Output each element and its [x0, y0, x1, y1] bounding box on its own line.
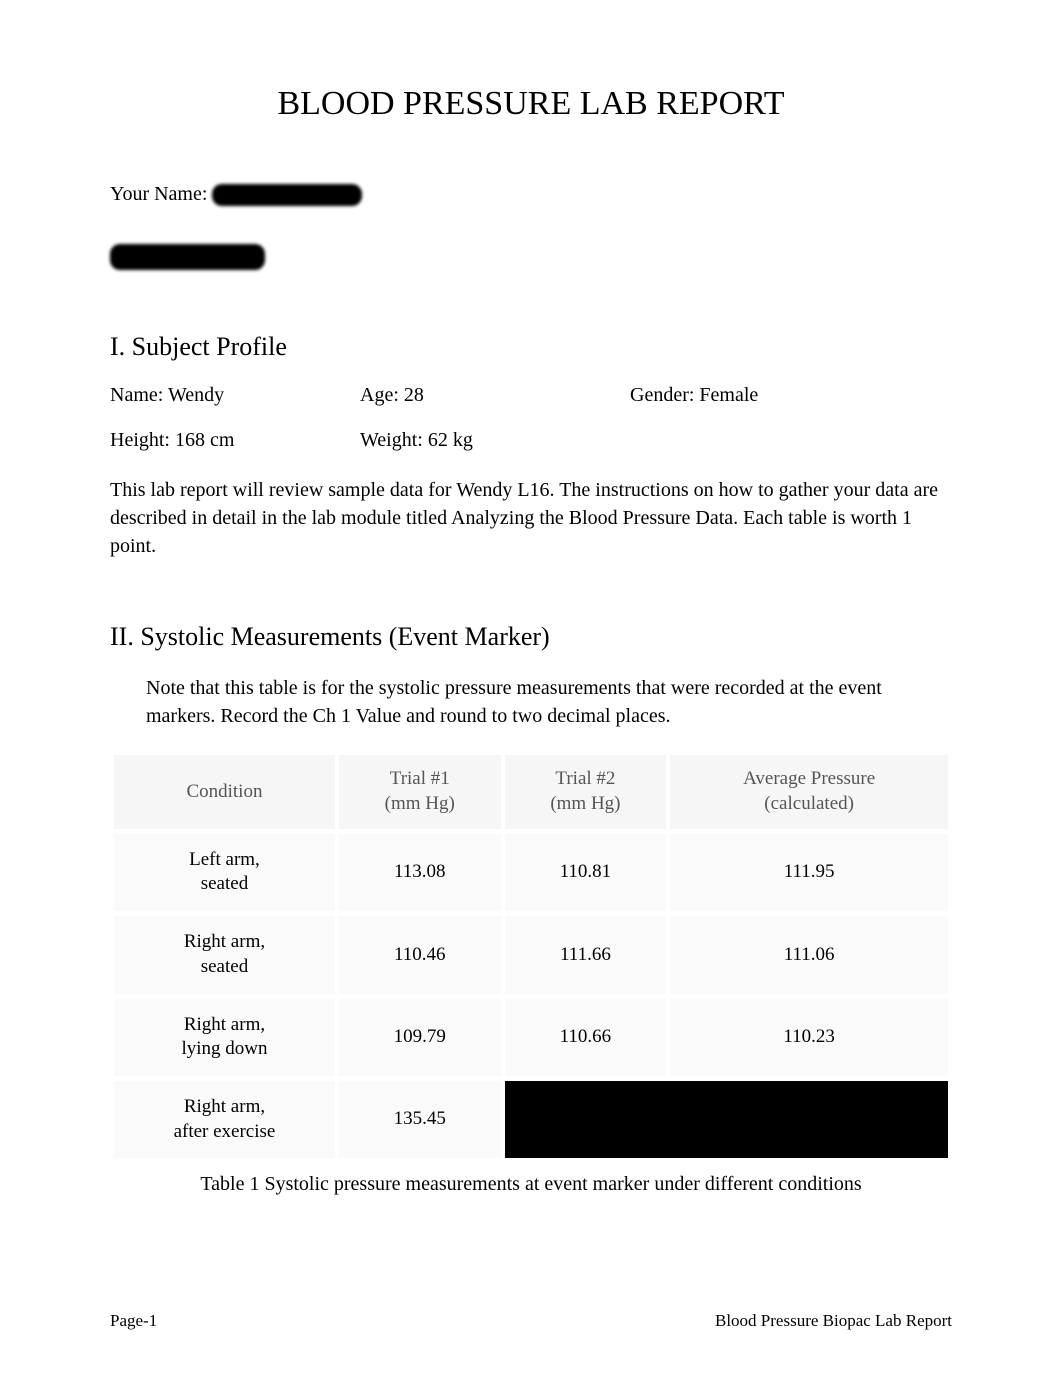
footer-report-name: Blood Pressure Biopac Lab Report — [715, 1311, 952, 1331]
profile-gender-label: Gender: — [630, 384, 694, 406]
cond-line2: after exercise — [174, 1121, 276, 1142]
page-footer: Page-1 Blood Pressure Biopac Lab Report — [110, 1311, 952, 1331]
report-title: BLOOD PRESSURE LAB REPORT — [110, 85, 952, 123]
cond-line1: Right arm, — [184, 1014, 265, 1035]
cond-line2: seated — [201, 956, 248, 977]
your-name-label: Your Name: — [110, 183, 207, 205]
th-trial2-unit: (mm Hg) — [550, 793, 620, 814]
table-row: Right arm, after exercise 135.45 — [114, 1081, 948, 1158]
cell-avg: 110.23 — [670, 999, 948, 1076]
cell-condition: Right arm, after exercise — [114, 1081, 335, 1158]
profile-weight-value: 62 kg — [428, 429, 473, 451]
table-header-row: Condition Trial #1 (mm Hg) Trial #2 (mm … — [114, 755, 948, 828]
section-systolic-heading: II. Systolic Measurements (Event Marker) — [110, 622, 952, 652]
systolic-note: Note that this table is for the systolic… — [146, 674, 952, 730]
cond-line2: lying down — [181, 1038, 267, 1059]
section-subject-profile-heading: I. Subject Profile — [110, 332, 952, 362]
profile-name-label: Name: — [110, 384, 163, 406]
th-avg: Average Pressure (calculated) — [670, 755, 948, 828]
th-trial1-unit: (mm Hg) — [385, 793, 455, 814]
profile-height-label: Height: — [110, 429, 170, 451]
profile-gender-value: Female — [699, 384, 758, 406]
cell-trial1: 113.08 — [339, 834, 501, 911]
profile-age: Age: 28 — [360, 384, 630, 407]
profile-gender: Gender: Female — [630, 384, 952, 407]
th-trial2-label: Trial #2 — [555, 768, 615, 789]
th-avg-label: Average Pressure — [743, 768, 875, 789]
profile-row-1: Name: Wendy Age: 28 Gender: Female — [110, 384, 952, 407]
profile-name: Name: Wendy — [110, 384, 360, 407]
systolic-table: Condition Trial #1 (mm Hg) Trial #2 (mm … — [110, 750, 952, 1163]
cond-line1: Right arm, — [184, 1096, 265, 1117]
cell-trial1: 109.79 — [339, 999, 501, 1076]
profile-height: Height: 168 cm — [110, 429, 360, 452]
profile-row-2: Height: 168 cm Weight: 62 kg — [110, 429, 952, 452]
table-row: Right arm, lying down 109.79 110.66 110.… — [114, 999, 948, 1076]
cell-trial1: 135.45 — [339, 1081, 501, 1158]
cell-trial2: 110.66 — [505, 999, 667, 1076]
th-condition: Condition — [114, 755, 335, 828]
th-trial1-label: Trial #1 — [390, 768, 450, 789]
cell-condition: Right arm, lying down — [114, 999, 335, 1076]
profile-age-value: 28 — [404, 384, 424, 406]
cell-condition: Left arm, seated — [114, 834, 335, 911]
profile-height-value: 168 cm — [175, 429, 234, 451]
redacted-line-2 — [110, 216, 952, 270]
cell-trial2: 110.81 — [505, 834, 667, 911]
profile-weight-label: Weight: — [360, 429, 423, 451]
cell-trial1: 110.46 — [339, 916, 501, 993]
cell-avg: 111.06 — [670, 916, 948, 993]
profile-weight: Weight: 62 kg — [360, 429, 630, 452]
th-avg-unit: (calculated) — [764, 793, 854, 814]
table-row: Left arm, seated 113.08 110.81 111.95 — [114, 834, 948, 911]
footer-page-number: Page-1 — [110, 1311, 157, 1331]
intro-paragraph: This lab report will review sample data … — [110, 476, 952, 560]
cond-line2: seated — [201, 873, 248, 894]
cond-line1: Right arm, — [184, 931, 265, 952]
redacted-block — [110, 244, 265, 270]
th-trial2: Trial #2 (mm Hg) — [505, 755, 667, 828]
redacted-name — [212, 184, 362, 206]
cell-avg: 111.95 — [670, 834, 948, 911]
th-trial1: Trial #1 (mm Hg) — [339, 755, 501, 828]
your-name-line: Your Name: — [110, 183, 952, 206]
profile-name-value: Wendy — [168, 384, 224, 406]
table-row: Right arm, seated 110.46 111.66 111.06 — [114, 916, 948, 993]
cond-line1: Left arm, — [189, 849, 260, 870]
cell-trial2: 111.66 — [505, 916, 667, 993]
table-caption: Table 1 Systolic pressure measurements a… — [110, 1173, 952, 1196]
profile-age-label: Age: — [360, 384, 399, 406]
cell-blackout — [505, 1081, 948, 1158]
cell-condition: Right arm, seated — [114, 916, 335, 993]
